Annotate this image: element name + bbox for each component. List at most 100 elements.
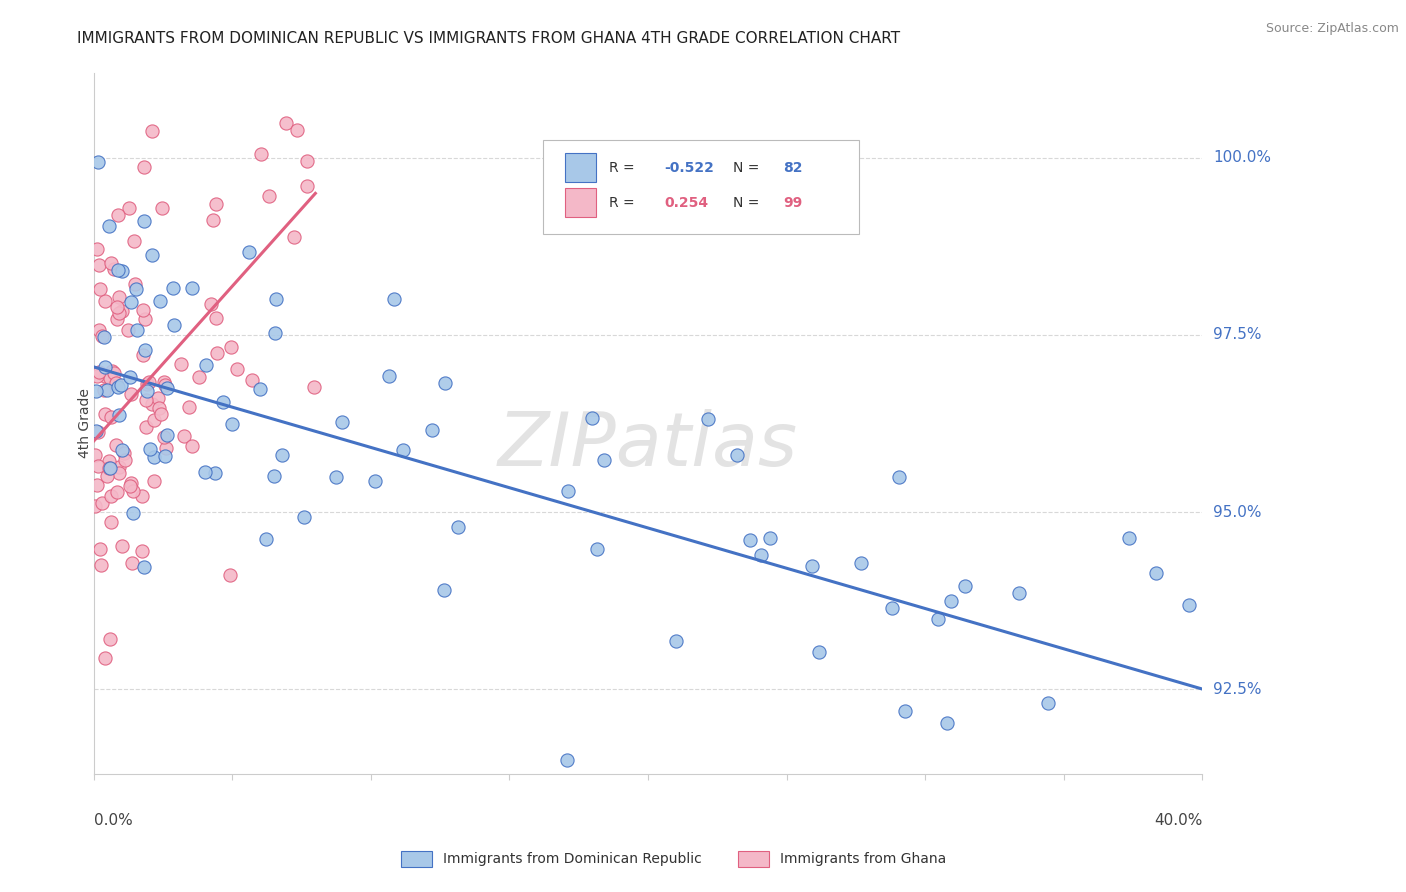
Point [125, 282, 148, 296]
Text: N =: N = [734, 161, 763, 175]
Point [263, 326, 285, 340]
Point [131, 544, 153, 558]
Point [146, 391, 169, 405]
Point [893, 704, 915, 718]
Point [285, 123, 308, 137]
Text: Immigrants from Ghana: Immigrants from Ghana [780, 852, 946, 866]
Point [936, 715, 959, 730]
Point [759, 532, 782, 546]
Point [180, 439, 202, 453]
Point [156, 427, 179, 442]
Point [725, 448, 748, 462]
Point [218, 567, 240, 582]
Text: N =: N = [734, 195, 763, 210]
Point [153, 375, 176, 389]
Point [179, 400, 201, 414]
Point [149, 294, 172, 309]
Point [162, 281, 184, 295]
Point [142, 474, 165, 488]
Point [205, 311, 228, 326]
Point [84, 499, 107, 513]
Point [107, 263, 129, 277]
Text: Source: ZipAtlas.com: Source: ZipAtlas.com [1265, 22, 1399, 36]
Point [124, 277, 146, 292]
Point [150, 407, 173, 421]
Point [89, 541, 111, 556]
Point [156, 381, 179, 395]
Point [557, 484, 579, 499]
Point [882, 601, 904, 615]
Point [96, 383, 118, 397]
Point [150, 201, 173, 215]
Point [132, 214, 155, 228]
Point [148, 401, 170, 416]
Point [134, 560, 156, 574]
Point [295, 153, 318, 168]
Point [108, 408, 131, 422]
Point [135, 420, 157, 434]
Point [103, 366, 125, 380]
Point [135, 393, 157, 408]
Point [266, 292, 288, 306]
Point [110, 443, 132, 458]
Point [382, 292, 405, 306]
Point [98, 461, 121, 475]
Point [195, 358, 218, 372]
Point [120, 295, 142, 310]
Text: 0.0%: 0.0% [94, 813, 132, 828]
Point [202, 212, 225, 227]
Point [105, 312, 128, 326]
Point [114, 453, 136, 467]
Point [103, 262, 125, 277]
Point [141, 248, 163, 262]
Point [927, 612, 949, 626]
Text: 40.0%: 40.0% [1154, 813, 1202, 828]
Point [1144, 566, 1167, 580]
Point [1036, 696, 1059, 710]
Point [378, 368, 401, 383]
Point [1177, 598, 1199, 612]
Point [263, 468, 285, 483]
Y-axis label: 4th Grade: 4th Grade [79, 389, 93, 458]
Point [107, 208, 129, 222]
Point [90, 496, 112, 510]
Point [1118, 531, 1140, 545]
Point [250, 147, 273, 161]
Point [93, 383, 115, 397]
Point [94, 360, 117, 375]
Point [283, 230, 305, 244]
Point [173, 428, 195, 442]
Point [120, 478, 142, 492]
Point [238, 245, 260, 260]
Point [665, 633, 688, 648]
Point [87, 365, 110, 379]
Point [169, 357, 191, 371]
Point [751, 549, 773, 563]
Point [364, 475, 387, 489]
Point [136, 384, 159, 398]
Text: 99: 99 [783, 195, 803, 210]
Point [292, 509, 315, 524]
Point [96, 469, 118, 483]
Point [101, 364, 124, 378]
Point [180, 280, 202, 294]
Point [194, 465, 217, 479]
Point [127, 323, 149, 337]
Point [122, 234, 145, 248]
Text: 95.0%: 95.0% [1213, 505, 1263, 519]
Point [120, 386, 142, 401]
Point [86, 424, 108, 438]
Point [139, 442, 162, 456]
Point [207, 346, 229, 360]
Point [254, 532, 277, 546]
Point [221, 417, 243, 432]
Point [86, 478, 108, 492]
Point [98, 632, 121, 646]
Point [132, 160, 155, 174]
Point [143, 450, 166, 464]
Point [141, 397, 163, 411]
Point [274, 115, 297, 129]
Point [121, 483, 143, 498]
Point [153, 430, 176, 444]
Point [134, 311, 156, 326]
